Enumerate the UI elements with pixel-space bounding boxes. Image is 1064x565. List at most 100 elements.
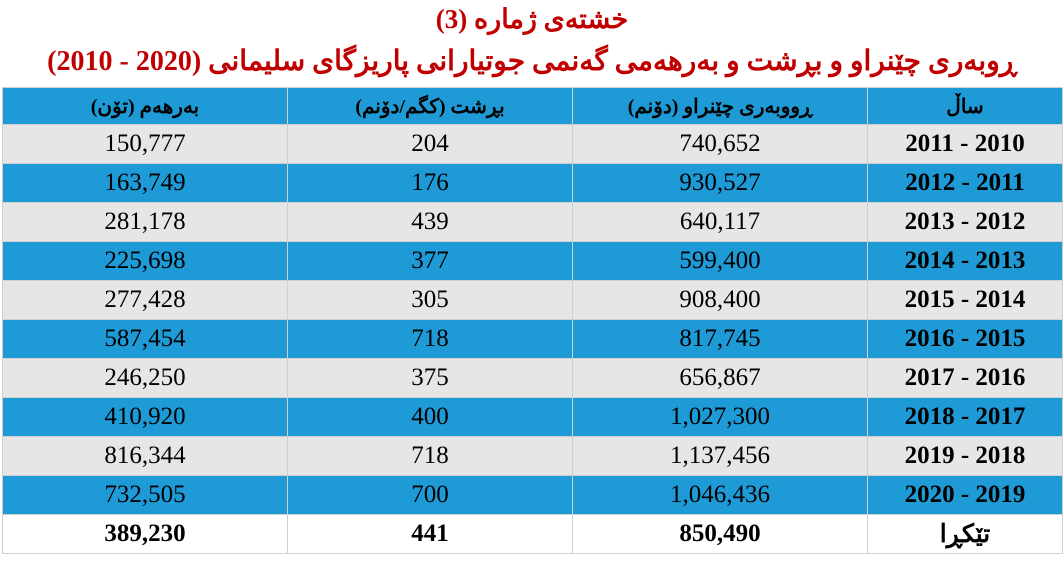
cell-text: 2014 - 2013 [904,247,1026,274]
value-cell: 277,428 [2,280,288,320]
cell-text: 817,745 [679,325,761,352]
value-cell: 740,652 [572,124,868,164]
value-cell: 375 [287,358,573,398]
year-cell: 2019 - 2018 [867,436,1063,476]
value-cell: 410,920 [2,397,288,437]
cell-text: 1,046,436 [670,481,770,508]
table-row: 2015 - 2014 908,400 305 277,428 [2,280,1063,320]
table-body: 2011 - 2010 740,652 204 150,777 2012 - 2011 9… [2,124,1063,554]
cell-text: 850,490 [679,520,761,547]
value-cell: 389,230 [2,514,288,554]
year-cell: 2015 - 2014 [867,280,1063,320]
value-cell: 718 [287,319,573,359]
year-cell: 2014 - 2013 [867,241,1063,281]
cell-text: 225,698 [104,247,186,274]
header-row: ساڵ ڕووبەری چێنراو (دۆنم) بڕشت (کگم/دۆنم) ب… [2,87,1063,125]
cell-text: 375 [411,364,449,391]
cell-text: 377 [411,247,449,274]
table-row: 2016 - 2015 817,745 718 587,454 [2,319,1063,359]
cell-text: 2013 - 2012 [904,208,1026,235]
value-cell: 1,137,456 [572,436,868,476]
cell-text: 740,652 [679,130,761,157]
value-cell: 305 [287,280,573,320]
cell-text: 305 [411,286,449,313]
cell-text: 176 [411,169,449,196]
cell-text: 400 [411,403,449,430]
value-cell: 908,400 [572,280,868,320]
cell-text: 2020 - 2019 [904,481,1026,508]
cell-text: 281,178 [104,208,186,235]
cell-text: 1,027,300 [670,403,770,430]
cell-text: 656,867 [679,364,761,391]
year-cell: 2017 - 2016 [867,358,1063,398]
column-header: ڕووبەری چێنراو (دۆنم) [572,87,868,125]
value-cell: 599,400 [572,241,868,281]
cell-text: 718 [411,442,449,469]
cell-text: تێکڕا [939,521,991,548]
year-cell: تێکڕا [867,514,1063,554]
cell-text: 700 [411,481,449,508]
cell-text: 2016 - 2015 [904,325,1026,352]
cell-text: 816,344 [104,442,186,469]
title: خشتەی ژمارە (3) [435,4,629,34]
value-cell: 246,250 [2,358,288,398]
data-table: ساڵ ڕووبەری چێنراو (دۆنم) بڕشت (کگم/دۆنم) ب… [2,87,1063,554]
cell-text: 718 [411,325,449,352]
cell-text: 441 [411,520,449,547]
cell-text: 2019 - 2018 [904,442,1026,469]
value-cell: 204 [287,124,573,164]
year-cell: 2011 - 2010 [867,124,1063,164]
table-row: 2011 - 2010 740,652 204 150,777 [2,124,1063,164]
table-row: 2019 - 2018 1,137,456 718 816,344 [2,436,1063,476]
year-cell: 2020 - 2019 [867,475,1063,515]
column-header: بڕشت (کگم/دۆنم) [287,87,573,125]
year-cell: 2012 - 2011 [867,163,1063,203]
value-cell: 281,178 [2,202,288,242]
column-header: ساڵ [867,87,1063,125]
cell-text: 2018 - 2017 [904,403,1026,430]
value-cell: 1,046,436 [572,475,868,515]
value-cell: 1,027,300 [572,397,868,437]
cell-text: 930,527 [679,169,761,196]
value-cell: 587,454 [2,319,288,359]
cell-text: 2012 - 2011 [905,169,1025,196]
value-cell: 816,344 [2,436,288,476]
year-cell: 2016 - 2015 [867,319,1063,359]
value-cell: 700 [287,475,573,515]
cell-text: 2011 - 2010 [905,130,1025,157]
table-row: 2013 - 2012 640,117 439 281,178 [2,202,1063,242]
table-row: 2012 - 2011 930,527 176 163,749 [2,163,1063,203]
column-header: بەرهەم (تۆن) [2,87,288,125]
value-cell: 163,749 [2,163,288,203]
table-row: 2017 - 2016 656,867 375 246,250 [2,358,1063,398]
value-cell: 176 [287,163,573,203]
table-row: 2018 - 2017 1,027,300 400 410,920 [2,397,1063,437]
cell-text: 732,505 [104,481,186,508]
cell-text: 2015 - 2014 [904,286,1026,313]
value-cell: 817,745 [572,319,868,359]
table-row: 2020 - 2019 1,046,436 700 732,505 [2,475,1063,515]
table-row: تێکڕا 850,490 441 389,230 [2,514,1063,554]
value-cell: 400 [287,397,573,437]
cell-text: 204 [411,130,449,157]
value-cell: 732,505 [2,475,288,515]
cell-text: 599,400 [679,247,761,274]
cell-text: 389,230 [104,520,186,547]
value-cell: 850,490 [572,514,868,554]
value-cell: 441 [287,514,573,554]
titles: خشتەی ژمارە (3) ڕوبەری چێنراو و بڕشت و ب… [0,0,1064,86]
value-cell: 150,777 [2,124,288,164]
value-cell: 225,698 [2,241,288,281]
cell-text: 2017 - 2016 [904,364,1026,391]
cell-text: 640,117 [679,208,761,235]
cell-text: 246,250 [104,364,186,391]
value-cell: 377 [287,241,573,281]
subtitle: ڕوبەری چێنراو و بڕشت و بەرهەمی گەنمی جوت… [47,46,1017,77]
year-cell: 2018 - 2017 [867,397,1063,437]
cell-text: 1,137,456 [670,442,770,469]
table-row: 2014 - 2013 599,400 377 225,698 [2,241,1063,281]
cell-text: 163,749 [104,169,186,196]
cell-text: 587,454 [104,325,186,352]
cell-text: 410,920 [104,403,186,430]
